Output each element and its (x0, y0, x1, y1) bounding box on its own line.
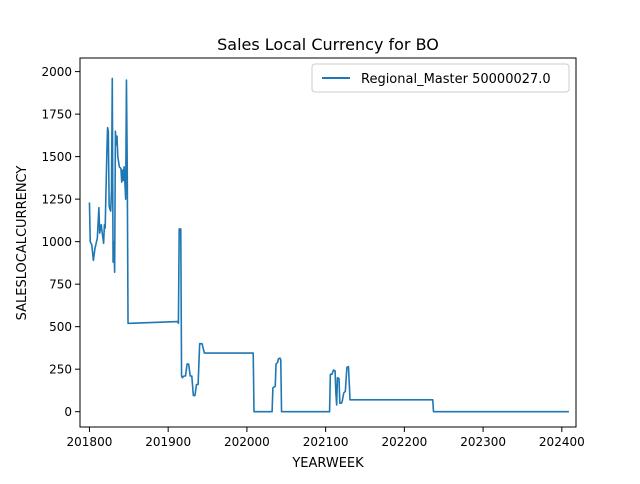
y-tick-label: 250 (49, 363, 72, 377)
plot-area (88, 77, 569, 413)
legend-box (311, 63, 570, 93)
chart-title: Sales Local Currency for BO (217, 35, 439, 54)
x-tick-label: 202300 (460, 435, 506, 449)
y-tick-label: 0 (64, 405, 72, 419)
y-tick-label: 1250 (41, 193, 72, 207)
y-axis-label: SALESLOCALCURRENCY (15, 166, 30, 321)
x-tick-label: 202100 (303, 435, 349, 449)
y-tick-label: 2000 (41, 65, 72, 79)
y-axis: 0 250 500 750 1000 1250 1500 1750 2000 (41, 65, 80, 419)
x-tick-label: 202000 (224, 435, 270, 449)
y-tick-label: 1000 (41, 235, 72, 249)
x-tick-label: 202400 (539, 435, 585, 449)
series-line (88, 77, 569, 413)
x-tick-label: 201900 (145, 435, 191, 449)
x-tick-label: 201800 (67, 435, 113, 449)
x-axis-label: YEARWEEK (291, 456, 364, 471)
y-tick-label: 1750 (41, 108, 72, 122)
legend: Regional_Master 50000027.0 (311, 63, 570, 93)
x-axis: 201800 201900 202000 202100 202200 202300 2024… (67, 427, 585, 449)
y-tick-label: 750 (49, 278, 72, 292)
legend-label: Regional_Master 50000027.0 (361, 72, 551, 87)
y-tick-label: 1500 (41, 150, 72, 164)
x-tick-label: 202200 (381, 435, 427, 449)
plot-frame (79, 57, 577, 428)
y-tick-label: 500 (49, 320, 72, 334)
